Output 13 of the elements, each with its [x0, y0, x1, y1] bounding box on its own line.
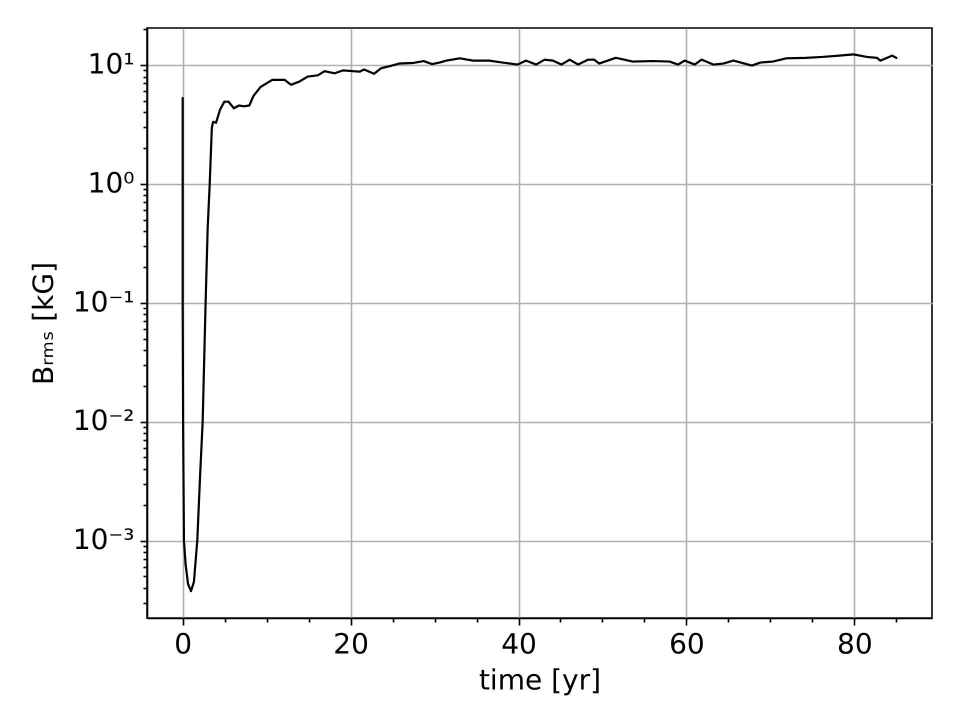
x-tick-label: 60: [669, 628, 705, 660]
y-tick-label: 10¹: [88, 48, 134, 81]
x-tick-label: 20: [333, 628, 369, 660]
x-tick-label: 0: [174, 628, 192, 660]
y-axis-title: Bᵣₘₛ [kG]: [26, 262, 60, 386]
x-axis-title: time [yr]: [478, 664, 602, 696]
line-series: [182, 53, 898, 592]
y-tick-label: 10⁻³: [72, 523, 134, 556]
x-tick-label: 80: [837, 628, 873, 660]
y-tick-label: 10⁰: [88, 166, 134, 200]
y-tick-label: 10⁻¹: [72, 285, 134, 318]
x-tick-label: 40: [501, 628, 537, 660]
y-tick-label: 10⁻²: [72, 404, 134, 438]
